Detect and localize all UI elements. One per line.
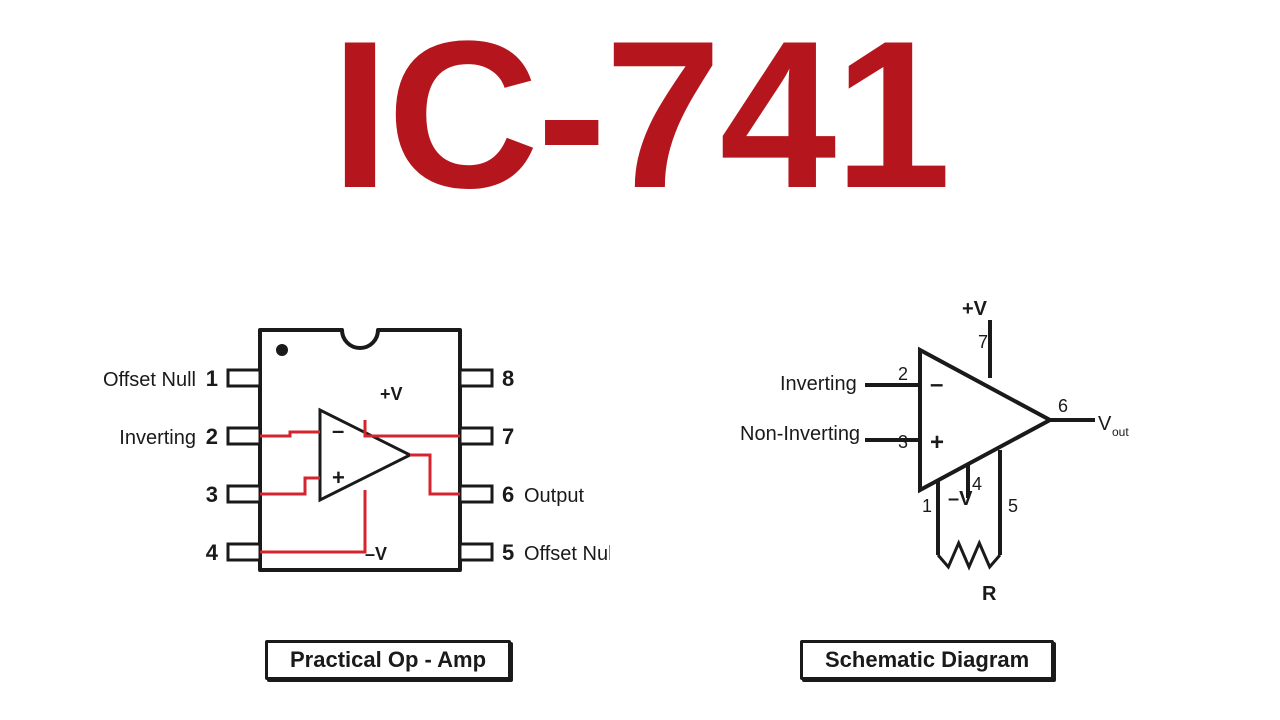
practical-opamp-diagram: 1 Offset Null 2 Inverting 3 4 8 7 6 Output 5 Offset… (90, 300, 610, 620)
pin-label-2: Inverting (119, 427, 196, 449)
minus-v-label: –V (948, 488, 973, 510)
plus-v-label: +V (380, 384, 403, 404)
wire-pin7 (365, 420, 460, 436)
pin-num-4: 4 (972, 474, 982, 494)
wire-pin3 (260, 478, 320, 494)
pin-num-1: 1 (922, 496, 932, 516)
minus-v-label: –V (365, 544, 387, 564)
noninverting-label: Non-Inverting (740, 423, 860, 445)
pin-8 (460, 370, 492, 386)
pin-num-1: 1 (206, 366, 218, 391)
pin-num-7: 7 (502, 424, 514, 449)
pin-num-2: 2 (206, 424, 218, 449)
pin-5 (460, 544, 492, 560)
pin-2 (228, 428, 260, 444)
resistor-icon (938, 543, 1000, 567)
wire-pin2 (260, 432, 320, 436)
pin-6 (460, 486, 492, 502)
pin-num-4: 4 (206, 540, 219, 565)
pin-num-8: 8 (502, 366, 514, 391)
opamp-plus-icon: + (930, 429, 944, 456)
pin-label-5: Offset Null (524, 543, 610, 565)
pin-num-6: 6 (1058, 396, 1068, 416)
page-title: IC-741 (0, 10, 1280, 220)
pin-num-7: 7 (978, 332, 988, 352)
inverting-label: Inverting (780, 373, 857, 395)
pin-num-3: 3 (898, 432, 908, 452)
wire-pin6 (410, 455, 460, 494)
caption-schematic: Schematic Diagram (800, 640, 1054, 680)
wire-pin4 (260, 490, 365, 552)
pin-3 (228, 486, 260, 502)
pin-label-1: Offset Null (103, 369, 196, 391)
resistor-label: R (982, 583, 997, 605)
opamp-minus-icon: – (332, 418, 344, 443)
pin-label-6: Output (524, 485, 584, 507)
pin-num-6: 6 (502, 482, 514, 507)
pin-1 (228, 370, 260, 386)
pin-num-3: 3 (206, 482, 218, 507)
pin-num-2: 2 (898, 364, 908, 384)
pin1-dot-icon (276, 344, 288, 356)
pin-7 (460, 428, 492, 444)
opamp-minus-icon: – (930, 371, 943, 398)
caption-practical: Practical Op - Amp (265, 640, 511, 680)
pin-num-5: 5 (502, 540, 514, 565)
vout-sub-label: out (1112, 425, 1129, 439)
pin-4 (228, 544, 260, 560)
schematic-diagram: – +7 2 3 6 1 4 5 +V Inverting Non-Inverting –V Vout R (700, 290, 1200, 630)
plus-v-label: +V (962, 298, 988, 320)
vout-label: V (1098, 413, 1112, 435)
opamp-plus-icon: + (332, 465, 345, 490)
pin-num-5: 5 (1008, 496, 1018, 516)
